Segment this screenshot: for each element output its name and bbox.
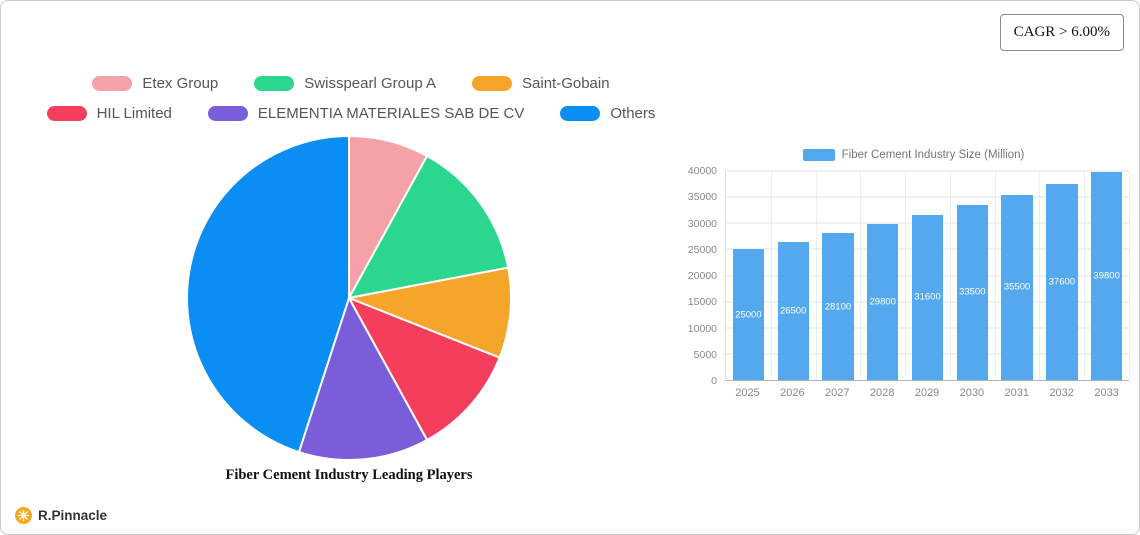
bar-y-tick-label: 40000 bbox=[687, 165, 717, 177]
legend-swatch bbox=[46, 106, 87, 121]
bar-y-axis-labels: 0 5000 10000 15000 20000 25000 30000 35000 40000 bbox=[683, 165, 721, 387]
bar-2032[interactable]: 37600 bbox=[1046, 183, 1078, 380]
legend-swatch bbox=[560, 106, 601, 121]
legend-swatch bbox=[92, 76, 133, 91]
bar-slot: 31600 bbox=[905, 171, 950, 380]
bar-legend-label: Fiber Cement Industry Size (Million) bbox=[841, 149, 1025, 161]
legend-item-etex-group[interactable]: Etex Group bbox=[92, 75, 218, 92]
bar-slot: 39800 bbox=[1084, 171, 1129, 380]
bar-x-tick-label: 2031 bbox=[1004, 387, 1030, 399]
bar-value-label: 25000 bbox=[735, 309, 762, 321]
bar-slot: 35500 bbox=[995, 171, 1040, 380]
bar-2029[interactable]: 31600 bbox=[911, 214, 944, 380]
pie-slice-hil-limited[interactable] bbox=[348, 297, 501, 441]
legend-swatch bbox=[254, 76, 295, 91]
bar-2030[interactable]: 33500 bbox=[956, 204, 988, 380]
bar-value-label: 28100 bbox=[824, 301, 852, 313]
pie-slice-swisspearl-group-a[interactable] bbox=[348, 155, 510, 299]
pie-legend: Etex Group Swisspearl Group A Saint-Gobain… bbox=[21, 75, 681, 122]
bar-value-label: 29800 bbox=[869, 296, 896, 308]
gridline bbox=[726, 170, 1129, 172]
bar-y-tick-label: 10000 bbox=[687, 322, 717, 335]
bar-x-tick-label: 2029 bbox=[914, 387, 940, 399]
legend-label: Swisspearl Group A bbox=[304, 75, 437, 92]
pie-chart bbox=[186, 135, 512, 461]
legend-label: HIL Limited bbox=[96, 105, 172, 122]
bar-x-tick-label: 2026 bbox=[780, 387, 805, 399]
bar-y-tick-label: 5000 bbox=[693, 348, 717, 361]
legend-item-swisspearl-group-a[interactable]: Swisspearl Group A bbox=[254, 75, 436, 92]
bar-y-tick-label: 35000 bbox=[687, 191, 717, 204]
bar-y-tick-label: 30000 bbox=[687, 217, 717, 230]
bar-2026[interactable]: 26500 bbox=[777, 241, 809, 380]
bar-2031[interactable]: 35500 bbox=[1001, 194, 1033, 380]
bar-2033[interactable]: 39800 bbox=[1090, 172, 1123, 380]
bar-y-tick-label: 0 bbox=[711, 375, 717, 387]
bar-series: 25000 26500 28100 29800 31600 33500 35500 37600… bbox=[726, 171, 1129, 380]
bar-x-tick-label: 2025 bbox=[735, 387, 760, 399]
bar-2025[interactable]: 25000 bbox=[732, 249, 765, 380]
pie-slice-elementia-materiales-sab-de-cv[interactable] bbox=[297, 297, 429, 461]
bar-value-label: 31600 bbox=[914, 291, 941, 303]
bar-value-label: 35500 bbox=[1003, 281, 1031, 293]
legend-label: ELEMENTIA MATERIALES SAB DE CV bbox=[257, 105, 525, 122]
gridline-vertical bbox=[1129, 171, 1130, 380]
legend-swatch bbox=[207, 106, 248, 121]
gridline bbox=[726, 196, 1129, 198]
legend-label: Etex Group bbox=[142, 75, 219, 92]
legend-item-others[interactable]: Others bbox=[560, 105, 655, 122]
pie-slice-others[interactable] bbox=[186, 135, 350, 454]
legend-label: Saint-Gobain bbox=[522, 75, 610, 92]
bar-x-tick-label: 2027 bbox=[824, 387, 850, 399]
bar-slot: 25000 bbox=[726, 171, 771, 380]
bar-value-label: 33500 bbox=[959, 286, 986, 298]
legend-item-hil-limited[interactable]: HIL Limited bbox=[46, 105, 172, 122]
bar-value-label: 37600 bbox=[1048, 276, 1076, 288]
bar-slot: 33500 bbox=[950, 171, 995, 380]
legend-item-elementia-materiales-sab-de-cv[interactable]: ELEMENTIA MATERIALES SAB DE CV bbox=[207, 105, 525, 122]
bar-legend-swatch bbox=[802, 149, 835, 161]
legend-label: Others bbox=[610, 105, 656, 122]
bar-slot: 28100 bbox=[816, 171, 861, 380]
bar-x-tick-label: 2030 bbox=[959, 387, 985, 399]
bar-2028[interactable]: 29800 bbox=[867, 224, 899, 380]
bar-2027[interactable]: 28100 bbox=[822, 233, 854, 380]
bar-x-tick-label: 2028 bbox=[869, 387, 895, 399]
bar-slot: 37600 bbox=[1039, 171, 1084, 380]
bar-x-tick-label: 2032 bbox=[1049, 387, 1074, 399]
bar-x-axis-labels: 2025 2026 2027 2028 2029 2030 2031 2032 2033 bbox=[725, 387, 1129, 399]
brand-footer: R.Pinnacle bbox=[15, 507, 107, 524]
bar-chart-legend[interactable]: Fiber Cement Industry Size (Million) bbox=[691, 149, 1136, 161]
legend-row: Etex Group Swisspearl Group A Saint-Gobain bbox=[92, 75, 610, 92]
pie-slice-saint-gobain[interactable] bbox=[348, 266, 512, 359]
bar-y-tick-label: 20000 bbox=[687, 270, 717, 282]
bar-y-tick-label: 15000 bbox=[687, 296, 717, 309]
bar-value-label: 26500 bbox=[779, 305, 807, 317]
bar-y-tick-label: 25000 bbox=[687, 243, 717, 256]
legend-swatch bbox=[472, 76, 513, 91]
pie-chart-title: Fiber Cement Industry Leading Players bbox=[225, 467, 473, 483]
bar-x-tick-label: 2033 bbox=[1094, 387, 1119, 399]
bar-slot: 29800 bbox=[860, 171, 905, 380]
cagr-badge: CAGR > 6.00% bbox=[999, 14, 1124, 51]
legend-item-saint-gobain[interactable]: Saint-Gobain bbox=[472, 75, 610, 92]
legend-row: HIL Limited ELEMENTIA MATERIALES SAB DE C… bbox=[46, 105, 655, 122]
bar-chart-plot-area: 25000 26500 28100 29800 31600 33500 35500 37600… bbox=[725, 170, 1130, 381]
brand-name: R.Pinnacle bbox=[38, 508, 108, 523]
bar-value-label: 39800 bbox=[1093, 270, 1120, 282]
pinnacle-sun-icon bbox=[15, 507, 32, 524]
bar-slot: 26500 bbox=[771, 171, 816, 380]
